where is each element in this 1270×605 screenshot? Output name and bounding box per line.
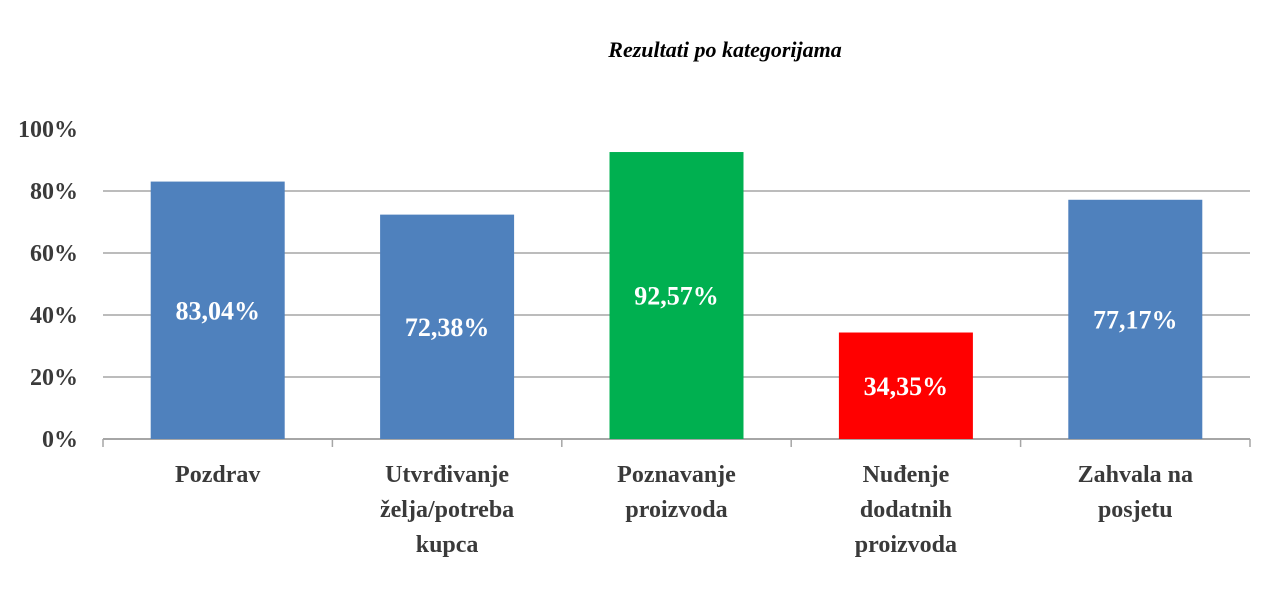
bar — [380, 214, 515, 439]
bar — [1068, 199, 1203, 439]
x-category-label: Poznavanje proizvoda — [617, 462, 736, 523]
x-axis-categories: Pozdrav Utvrđivanje želja/potreba kupca Pozn… — [175, 462, 1193, 558]
bar — [609, 152, 744, 439]
bars — [150, 152, 1203, 440]
chart-title: Rezultati po kategorijama — [607, 37, 841, 62]
data-label: 72,38% — [405, 313, 490, 342]
data-label: 77,17% — [1093, 305, 1178, 334]
bar — [838, 332, 973, 439]
bar — [150, 181, 285, 440]
x-category-label: Zahvala na posjetu — [1078, 462, 1193, 523]
y-axis-ticks: 0% 20% 40% 60% 80% 100% — [18, 117, 78, 453]
y-tick-label: 20% — [30, 365, 78, 391]
data-label: 92,57% — [634, 282, 719, 311]
y-tick-label: 60% — [30, 241, 78, 267]
data-label: 83,04% — [175, 296, 260, 325]
y-tick-label: 80% — [30, 179, 78, 205]
x-category-label: Nuđenje dodatnih proizvoda — [855, 462, 957, 558]
y-tick-label: 40% — [30, 303, 78, 329]
x-category-label: Utvrđivanje želja/potreba kupca — [380, 462, 514, 558]
data-labels: 83,04% 72,38% 92,57% 34,35% 77,17% — [175, 282, 1177, 401]
x-category-label: Pozdrav — [175, 462, 260, 488]
data-label: 34,35% — [864, 372, 949, 401]
y-tick-label: 100% — [18, 117, 78, 143]
y-tick-label: 0% — [42, 427, 78, 453]
